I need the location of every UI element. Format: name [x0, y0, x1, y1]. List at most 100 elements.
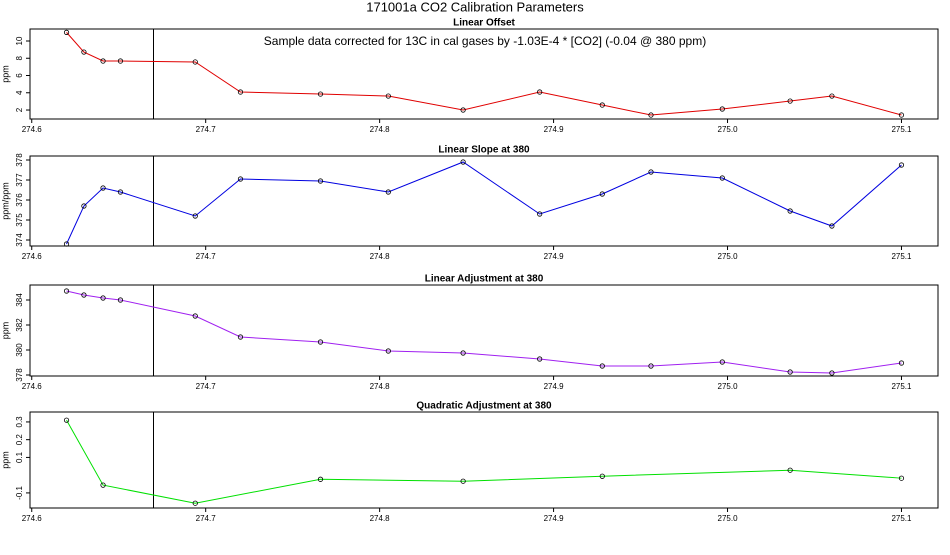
- x-tick-label: 275.1: [891, 382, 912, 391]
- plot-frame: [29, 155, 939, 247]
- data-line: [66, 290, 902, 374]
- data-point: [63, 288, 70, 294]
- data-point: [100, 295, 106, 301]
- x-tick-label: 274.7: [196, 382, 217, 391]
- data-point: [237, 89, 244, 95]
- y-tick-label: 10: [15, 36, 24, 45]
- x-tick-label: 275.1: [891, 514, 912, 523]
- x-tick-label: 274.6: [22, 252, 43, 261]
- data-point: [81, 203, 87, 209]
- data-point: [460, 478, 466, 484]
- y-axis-label: ppm/ppm: [0, 182, 10, 220]
- data-point: [63, 241, 70, 247]
- data-point: [787, 98, 793, 104]
- data-point: [460, 159, 466, 165]
- x-tick-label: 274.8: [370, 125, 391, 134]
- plot-frame: [29, 284, 939, 377]
- data-point: [81, 292, 87, 298]
- y-tick-label: 4: [15, 90, 24, 95]
- y-tick-label: 6: [15, 73, 24, 78]
- y-tick-label: -0.1: [15, 485, 24, 499]
- data-point: [829, 370, 835, 376]
- data-point: [317, 91, 324, 97]
- y-axis-label: ppm: [0, 322, 10, 340]
- y-tick-label: 374: [15, 233, 24, 247]
- data-point: [537, 89, 543, 95]
- data-point: [385, 348, 391, 354]
- data-point: [460, 107, 466, 113]
- data-point: [648, 363, 654, 369]
- data-point: [898, 475, 905, 481]
- y-tick-label: 0.3: [15, 416, 24, 428]
- data-point: [719, 106, 725, 112]
- data-point: [317, 178, 324, 184]
- data-point: [192, 313, 198, 319]
- data-point: [648, 169, 654, 175]
- x-tick-label: 274.8: [370, 514, 391, 523]
- data-line: [66, 161, 902, 245]
- data-point: [100, 185, 106, 191]
- x-tick-label: 274.9: [544, 514, 565, 523]
- y-tick-label: 2: [15, 107, 24, 112]
- x-tick-label: 274.6: [22, 382, 43, 391]
- x-tick-label: 275.1: [891, 125, 912, 134]
- x-tick-label: 274.7: [196, 514, 217, 523]
- panel-title: Linear Slope at 380: [438, 145, 530, 156]
- data-point: [237, 176, 244, 182]
- data-point: [63, 417, 70, 423]
- x-tick-label: 275.1: [891, 252, 912, 261]
- data-point: [537, 211, 543, 217]
- data-point: [898, 162, 905, 168]
- x-tick-label: 274.9: [544, 252, 565, 261]
- x-tick-label: 274.9: [544, 382, 565, 391]
- y-axis-label: ppm: [0, 65, 10, 83]
- data-point: [599, 191, 605, 197]
- y-tick-label: 0.1: [15, 451, 24, 463]
- data-point: [385, 189, 391, 195]
- data-point: [537, 356, 543, 362]
- data-point: [192, 500, 198, 506]
- y-tick-label: 8: [15, 55, 24, 60]
- y-tick-label: 0.2: [15, 434, 24, 446]
- data-point: [599, 363, 605, 369]
- data-point: [237, 334, 244, 340]
- x-tick-label: 275.0: [718, 382, 739, 391]
- data-point: [787, 369, 793, 375]
- plot-frame: [29, 411, 939, 509]
- data-point: [192, 59, 198, 65]
- data-point: [829, 93, 835, 99]
- data-point: [100, 58, 106, 64]
- data-point: [719, 175, 725, 181]
- x-tick-label: 274.7: [196, 252, 217, 261]
- data-point: [117, 297, 124, 303]
- y-tick-label: 377: [15, 173, 24, 187]
- y-tick-label: 384: [15, 293, 24, 307]
- data-point: [63, 29, 70, 35]
- x-tick-label: 274.6: [22, 125, 43, 134]
- x-tick-label: 274.8: [370, 382, 391, 391]
- data-line: [66, 419, 902, 504]
- data-point: [599, 102, 605, 108]
- y-tick-label: 380: [15, 343, 24, 357]
- plot-frame: [29, 28, 939, 120]
- data-point: [648, 112, 654, 118]
- data-point: [787, 208, 793, 214]
- data-point: [317, 339, 324, 345]
- data-point: [100, 482, 106, 488]
- y-tick-label: 376: [15, 193, 24, 207]
- x-tick-label: 274.9: [544, 125, 565, 134]
- data-point: [719, 359, 725, 365]
- x-tick-label: 275.0: [718, 252, 739, 261]
- x-tick-label: 275.0: [718, 514, 739, 523]
- y-tick-label: 378: [15, 153, 24, 167]
- x-tick-label: 275.0: [718, 125, 739, 134]
- data-point: [81, 49, 87, 55]
- x-tick-label: 274.8: [370, 252, 391, 261]
- page-title: 171001a CO2 Calibration Parameters: [366, 0, 584, 14]
- data-point: [385, 93, 391, 99]
- y-tick-label: 378: [15, 368, 24, 382]
- x-tick-label: 274.7: [196, 125, 217, 134]
- data-point: [898, 360, 905, 366]
- y-axis-label: ppm: [0, 451, 10, 469]
